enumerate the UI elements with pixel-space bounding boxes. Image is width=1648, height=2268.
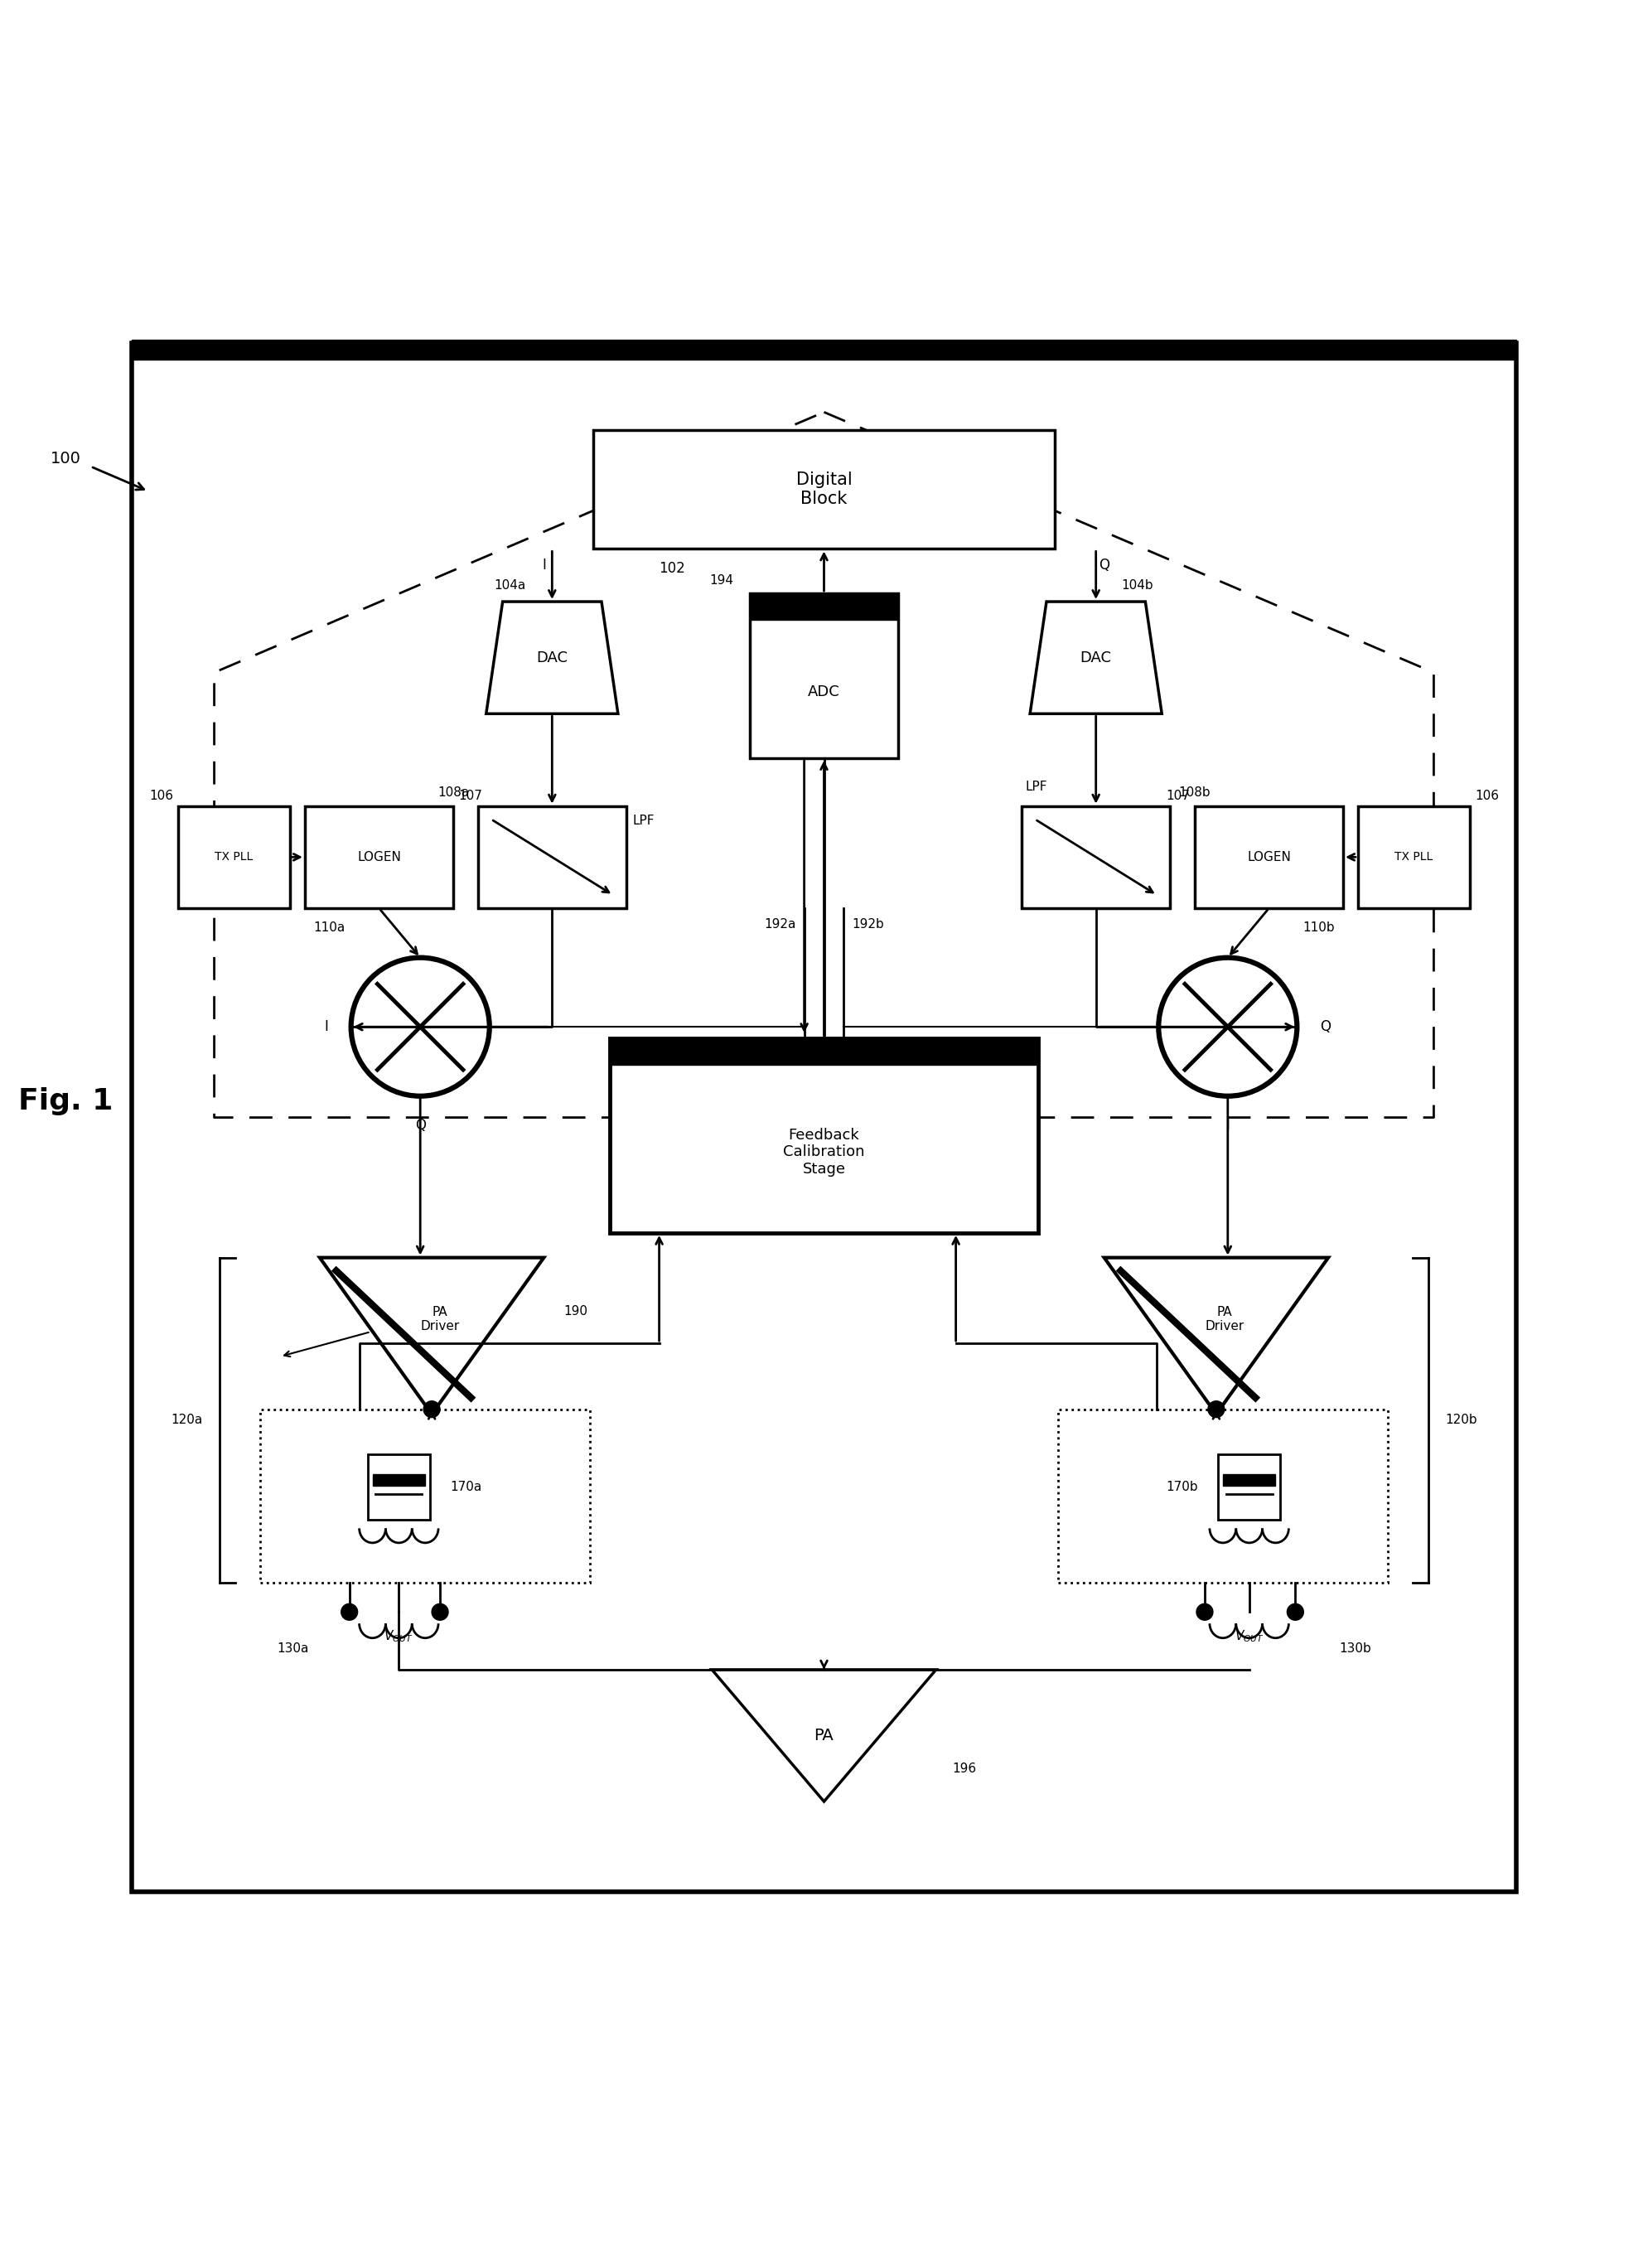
Text: 190: 190 (564, 1304, 588, 1318)
Text: ADC: ADC (808, 685, 840, 701)
Text: LOGEN: LOGEN (1248, 850, 1290, 864)
Text: 110a: 110a (313, 921, 346, 934)
Text: 192b: 192b (852, 919, 883, 930)
Text: LOGEN: LOGEN (358, 850, 400, 864)
FancyBboxPatch shape (1195, 805, 1343, 907)
Text: LPF: LPF (1025, 780, 1046, 794)
Text: 108b: 108b (1178, 787, 1210, 798)
FancyBboxPatch shape (478, 805, 626, 907)
Text: Digital
Block: Digital Block (796, 472, 852, 508)
FancyBboxPatch shape (305, 805, 453, 907)
FancyBboxPatch shape (132, 340, 1516, 358)
FancyBboxPatch shape (1358, 805, 1470, 907)
Text: 120b: 120b (1445, 1413, 1477, 1427)
Text: Q: Q (1099, 558, 1109, 574)
Circle shape (351, 957, 489, 1095)
FancyBboxPatch shape (750, 594, 898, 758)
FancyBboxPatch shape (372, 1474, 425, 1486)
Text: PA
Driver: PA Driver (420, 1306, 460, 1334)
Circle shape (432, 1603, 448, 1619)
Text: 102: 102 (659, 560, 686, 576)
Text: 108a: 108a (438, 787, 470, 798)
Text: 106: 106 (148, 789, 173, 803)
FancyBboxPatch shape (1022, 805, 1170, 907)
Text: TX PLL: TX PLL (1394, 850, 1434, 862)
FancyBboxPatch shape (1218, 1454, 1280, 1520)
FancyBboxPatch shape (178, 805, 290, 907)
FancyBboxPatch shape (593, 431, 1055, 549)
Text: 106: 106 (1475, 789, 1500, 803)
Text: TX PLL: TX PLL (214, 850, 254, 862)
Polygon shape (1030, 601, 1162, 714)
Text: I: I (542, 558, 545, 574)
Text: 104b: 104b (1122, 578, 1154, 592)
Text: $V_{OUT}$: $V_{OUT}$ (384, 1628, 414, 1644)
Polygon shape (712, 1669, 936, 1801)
Text: 104a: 104a (494, 578, 526, 592)
Polygon shape (320, 1259, 544, 1415)
Text: Q: Q (1320, 1018, 1332, 1034)
Text: LPF: LPF (633, 814, 654, 826)
Text: Feedback
Calibration
Stage: Feedback Calibration Stage (783, 1127, 865, 1177)
Text: 170a: 170a (450, 1481, 481, 1492)
Text: DAC: DAC (1079, 651, 1112, 665)
Text: PA
Driver: PA Driver (1205, 1306, 1244, 1334)
Text: 170b: 170b (1167, 1481, 1198, 1492)
FancyBboxPatch shape (132, 342, 1516, 1892)
Circle shape (1196, 1603, 1213, 1619)
Text: 107: 107 (458, 789, 483, 803)
Text: 107: 107 (1165, 789, 1190, 803)
Text: DAC: DAC (536, 651, 569, 665)
Text: 192a: 192a (765, 919, 796, 930)
Text: 130a: 130a (277, 1642, 308, 1653)
Circle shape (341, 1603, 358, 1619)
FancyBboxPatch shape (1058, 1408, 1388, 1583)
Text: Q: Q (415, 1118, 425, 1132)
Polygon shape (1104, 1259, 1328, 1415)
Circle shape (424, 1402, 440, 1418)
FancyBboxPatch shape (260, 1408, 590, 1583)
Circle shape (1208, 1402, 1224, 1418)
Circle shape (1287, 1603, 1304, 1619)
FancyBboxPatch shape (750, 594, 898, 619)
FancyBboxPatch shape (1223, 1474, 1276, 1486)
Text: Fig. 1: Fig. 1 (18, 1086, 114, 1116)
Polygon shape (486, 601, 618, 714)
Text: 196: 196 (953, 1762, 977, 1776)
Text: 130b: 130b (1340, 1642, 1371, 1653)
Circle shape (1159, 957, 1297, 1095)
Text: 110b: 110b (1302, 921, 1335, 934)
Text: 194: 194 (709, 574, 733, 587)
FancyBboxPatch shape (610, 1039, 1038, 1064)
Text: I: I (1226, 1118, 1229, 1132)
Text: PA: PA (814, 1728, 834, 1744)
Text: $V_{OUT}$: $V_{OUT}$ (1234, 1628, 1264, 1644)
Text: I: I (325, 1018, 328, 1034)
FancyBboxPatch shape (610, 1039, 1038, 1234)
Text: 120a: 120a (171, 1413, 203, 1427)
FancyBboxPatch shape (368, 1454, 430, 1520)
Text: 100: 100 (51, 451, 81, 467)
